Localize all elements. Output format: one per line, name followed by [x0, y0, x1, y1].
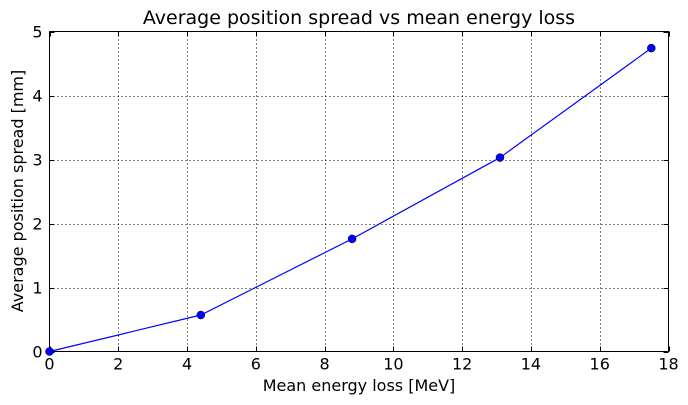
- y-tick-label: 1: [32, 279, 42, 298]
- x-axis-label: Mean energy loss [MeV]: [263, 376, 456, 395]
- y-tick-label: 2: [32, 215, 42, 234]
- x-tick-label: 0: [44, 355, 54, 374]
- x-tick-label: 16: [590, 355, 610, 374]
- x-tick-label: 18: [658, 355, 678, 374]
- x-tick-label: 6: [251, 355, 261, 374]
- data-point: [495, 153, 505, 162]
- data-point: [45, 347, 54, 356]
- y-tick-label: 4: [32, 87, 42, 106]
- series-line: [49, 47, 652, 353]
- x-tick-label: 4: [182, 355, 192, 374]
- y-tick-label: 3: [32, 151, 42, 170]
- chart-title: Average position spread vs mean energy l…: [143, 7, 575, 29]
- data-point: [647, 43, 656, 53]
- x-tick-label: 14: [521, 355, 541, 374]
- x-tick-label: 12: [452, 355, 472, 374]
- x-tick-label: 10: [383, 355, 403, 374]
- y-axis-label: Average position spread [mm]: [8, 70, 27, 313]
- x-tick-label: 2: [113, 355, 123, 374]
- y-tick-label: 5: [32, 23, 42, 42]
- series: [45, 43, 656, 356]
- data-point: [196, 310, 206, 320]
- grid: [49, 31, 669, 352]
- x-tick-label: 8: [320, 355, 330, 374]
- plot-frame: [49, 31, 669, 352]
- y-tick-label: 0: [32, 343, 42, 362]
- data-point: [347, 234, 357, 244]
